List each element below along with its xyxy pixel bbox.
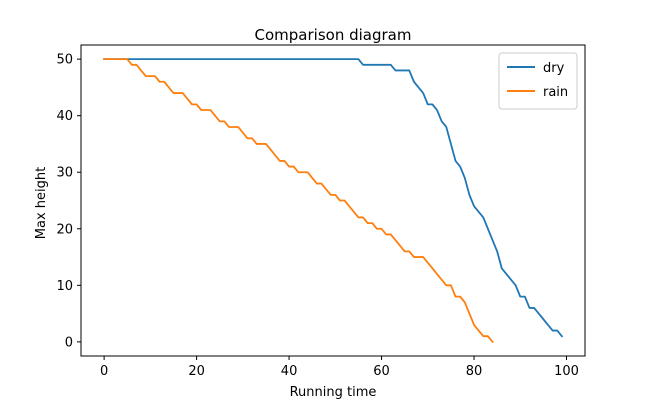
plot-frame xyxy=(80,44,586,357)
legend-label-rain: rain xyxy=(543,85,568,100)
x-tick-label: 60 xyxy=(373,364,390,379)
y-tick-label: 20 xyxy=(56,222,73,237)
series-line-dry xyxy=(103,58,564,338)
x-tick-label: 40 xyxy=(281,364,298,379)
chart-title: Comparison diagram xyxy=(255,26,412,44)
y-tick-label: 50 xyxy=(56,53,73,68)
legend-label-dry: dry xyxy=(543,61,565,76)
legend: dry rain xyxy=(498,52,578,110)
series-layer xyxy=(103,58,564,344)
legend-box xyxy=(498,52,578,110)
x-axis-label: Running time xyxy=(290,385,377,400)
x-axis-ticks: 0 20 40 60 80 100 xyxy=(100,356,579,379)
y-axis-label: Max height xyxy=(34,167,49,239)
y-tick-label: 10 xyxy=(56,279,73,294)
series-line-rain xyxy=(103,58,494,344)
x-tick-label: 20 xyxy=(188,364,205,379)
x-tick-label: 80 xyxy=(466,364,483,379)
y-axis-ticks: 0 10 20 30 40 50 xyxy=(56,53,81,350)
y-tick-label: 40 xyxy=(56,109,73,124)
y-tick-label: 0 xyxy=(65,335,73,350)
x-tick-label: 100 xyxy=(554,364,579,379)
x-tick-label: 0 xyxy=(100,364,108,379)
y-tick-label: 30 xyxy=(56,166,73,181)
